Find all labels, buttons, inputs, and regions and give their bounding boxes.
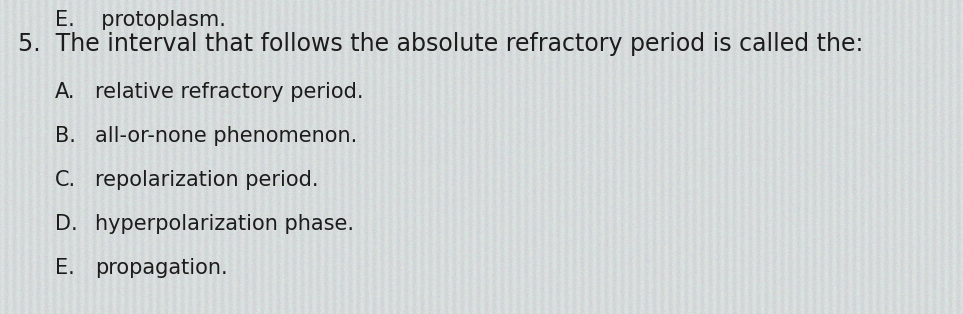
Text: all-or-none phenomenon.: all-or-none phenomenon. — [95, 126, 357, 146]
Text: C.: C. — [55, 170, 76, 190]
Text: E.: E. — [55, 258, 75, 278]
Text: B.: B. — [55, 126, 76, 146]
Text: 5.  The interval that follows the absolute refractory period is called the:: 5. The interval that follows the absolut… — [18, 32, 864, 56]
Text: repolarization period.: repolarization period. — [95, 170, 319, 190]
Text: relative refractory period.: relative refractory period. — [95, 82, 363, 102]
Text: E.    protoplasm.: E. protoplasm. — [55, 10, 226, 30]
Text: hyperpolarization phase.: hyperpolarization phase. — [95, 214, 354, 234]
Text: propagation.: propagation. — [95, 258, 227, 278]
Text: A.: A. — [55, 82, 75, 102]
Text: D.: D. — [55, 214, 78, 234]
